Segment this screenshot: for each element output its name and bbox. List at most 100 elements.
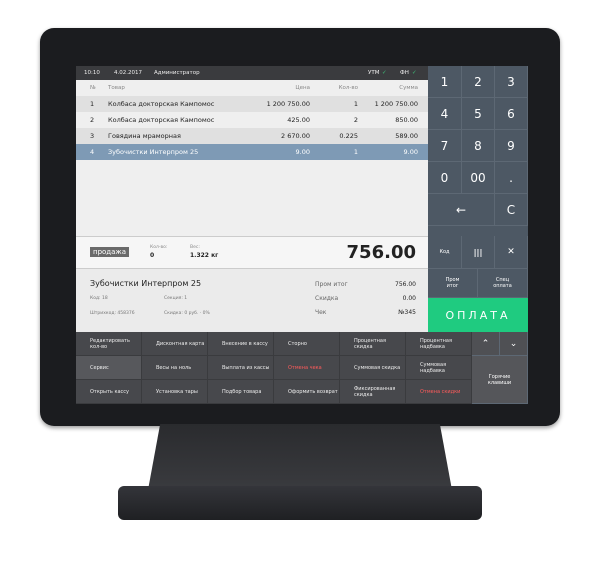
fn-discount-card[interactable]: Дисконтная карта [142,332,208,356]
key-dot[interactable]: . [495,162,528,194]
cell: 2 670.00 [281,132,310,140]
cell: 2 [90,116,95,124]
col-item: Товар [108,85,125,91]
cell: 1 [353,100,358,108]
cell: 3 [90,132,95,140]
weight-value: 1.322 кг [190,252,219,259]
barcode-icon[interactable]: ||| [462,236,495,269]
discount-label: Скидка [315,295,339,302]
check-number: №345 [398,309,416,316]
cell: 425.00 [287,116,310,124]
item-barcode: Штрихкод: 458376 [90,311,135,316]
qty-label: Кол-во: [150,245,168,250]
fn-edit-qty[interactable]: Редактировать кол-во [76,332,142,356]
col-sum: Сумма [399,85,418,91]
key-0[interactable]: 0 [428,162,462,194]
status-bar: 10:10 4.02.2017 Администратор УТМ ✓ ФН ✓ [76,66,428,80]
item-name: Зубочистки Интерпром 25 [90,279,202,288]
item-section: Секция: 1 [164,296,188,301]
stand-neck [148,424,452,490]
subtotal-button[interactable]: Пром итог [428,269,478,298]
discount: 0.00 [402,295,416,302]
col-qty: Кол-во [338,85,358,91]
cell: Говядина мраморная [108,132,181,140]
hotkeys-button[interactable]: Горячие клавиши [472,356,528,404]
key-6[interactable]: 6 [495,98,528,130]
fn-sum-markup[interactable]: Суммовая надбавка [406,356,472,380]
table-row[interactable]: 2 Колбаса докторская Кампомос 425.00 2 850.0… [76,112,428,128]
qty-value: 0 [150,252,155,259]
key-9[interactable]: 9 [495,130,528,162]
function-panel: Редактировать кол-во Дисконтная карта Вн… [76,332,528,404]
subtotal-label: Пром итог [315,281,348,288]
cell: 1 200 750.00 [266,100,310,108]
date: 4.02.2017 [114,70,142,76]
cell: 9.00 [295,148,310,156]
cell: 850.00 [395,116,418,124]
fn-label: ФН [400,70,409,76]
fn-storno[interactable]: Сторно [274,332,340,356]
key-3[interactable]: 3 [495,66,528,98]
stand-base [118,486,482,520]
fn-product-search[interactable]: Подбор товара [208,380,274,404]
cell: Колбаса докторская Кампомос [108,116,215,124]
cell: 9.00 [403,148,418,156]
special-pay-button[interactable]: Спец оплата [478,269,528,298]
key-5[interactable]: 5 [462,98,495,130]
fn-open-register[interactable]: Открыть кассу [76,380,142,404]
fn-sum-discount[interactable]: Суммовая скидка [340,356,406,380]
cell: 2 [353,116,358,124]
sale-bar: продажа Кол-во: 0 Вес: 1.322 кг 756.00 [76,236,428,269]
cell: Зубочистки Интерпром 25 [108,148,199,156]
cell: 4 [90,148,95,156]
col-price: Цена [295,85,310,91]
table-row[interactable]: 3 Говядина мраморная 2 670.00 0.225 589.00 [76,128,428,144]
key-00[interactable]: 00 [462,162,495,194]
table-row-selected[interactable]: 4 Зубочистки Интерпром 25 9.00 1 9.00 [76,144,428,160]
fn-ok-icon: ✓ [412,70,417,76]
mode-badge: продажа [90,247,130,257]
utm-ok-icon: ✓ [382,70,387,76]
user: Администратор [154,70,200,76]
cell: 0.225 [339,132,358,140]
keypad: 1 2 3 4 5 6 7 8 9 0 00 . ← C Код ||| ✕ П… [428,66,528,332]
cell: 589.00 [395,132,418,140]
key-clear[interactable]: C [495,194,528,226]
fn-cancel-check[interactable]: Отмена чека [274,356,340,380]
code-button[interactable]: Код [428,236,462,269]
chevron-down-icon[interactable]: ⌄ [500,332,528,356]
key-7[interactable]: 7 [428,130,462,162]
subtotal: 756.00 [395,281,416,288]
fn-cash-in[interactable]: Внесение в кассу [208,332,274,356]
key-1[interactable]: 1 [428,66,462,98]
cell: Колбаса докторская Кампомос [108,100,215,108]
fn-cancel-discount[interactable]: Отмена скидки [406,380,472,404]
fn-cash-out[interactable]: Выплата из кассы [208,356,274,380]
item-info: Зубочистки Интерпром 25 Код: 18 Секция: … [76,269,428,332]
cell: 1 [90,100,95,108]
fn-service[interactable]: Сервис [76,356,142,380]
cell: 1 200 750.00 [374,100,418,108]
total: 756.00 [346,242,416,263]
key-8[interactable]: 8 [462,130,495,162]
fn-scale-zero[interactable]: Весы на ноль [142,356,208,380]
fn-return[interactable]: Оформить возврат [274,380,340,404]
fn-set-tare[interactable]: Установка тары [142,380,208,404]
table-header: № Товар Цена Кол-во Сумма [76,80,428,96]
pay-button[interactable]: ОПЛАТА [428,298,528,332]
fn-percent-markup[interactable]: Процентная надбавка [406,332,472,356]
item-code: Код: 18 [90,296,108,301]
fn-percent-discount[interactable]: Процентная скидка [340,332,406,356]
key-4[interactable]: 4 [428,98,462,130]
key-2[interactable]: 2 [462,66,495,98]
pos-screen: 10:10 4.02.2017 Администратор УТМ ✓ ФН ✓… [76,66,528,404]
check-label: Чек [315,309,327,316]
fn-fixed-discount[interactable]: Фиксированная скидка [340,380,406,404]
item-discount: Скидка: 0 руб. · 0% [164,311,210,316]
weight-label: Вес: [190,245,200,250]
close-icon[interactable]: ✕ [495,236,528,269]
col-num: № [90,85,96,91]
table-row[interactable]: 1 Колбаса докторская Кампомос 1 200 750.00… [76,96,428,112]
chevron-up-icon[interactable]: ⌃ [472,332,500,356]
backspace-icon[interactable]: ← [428,194,495,226]
